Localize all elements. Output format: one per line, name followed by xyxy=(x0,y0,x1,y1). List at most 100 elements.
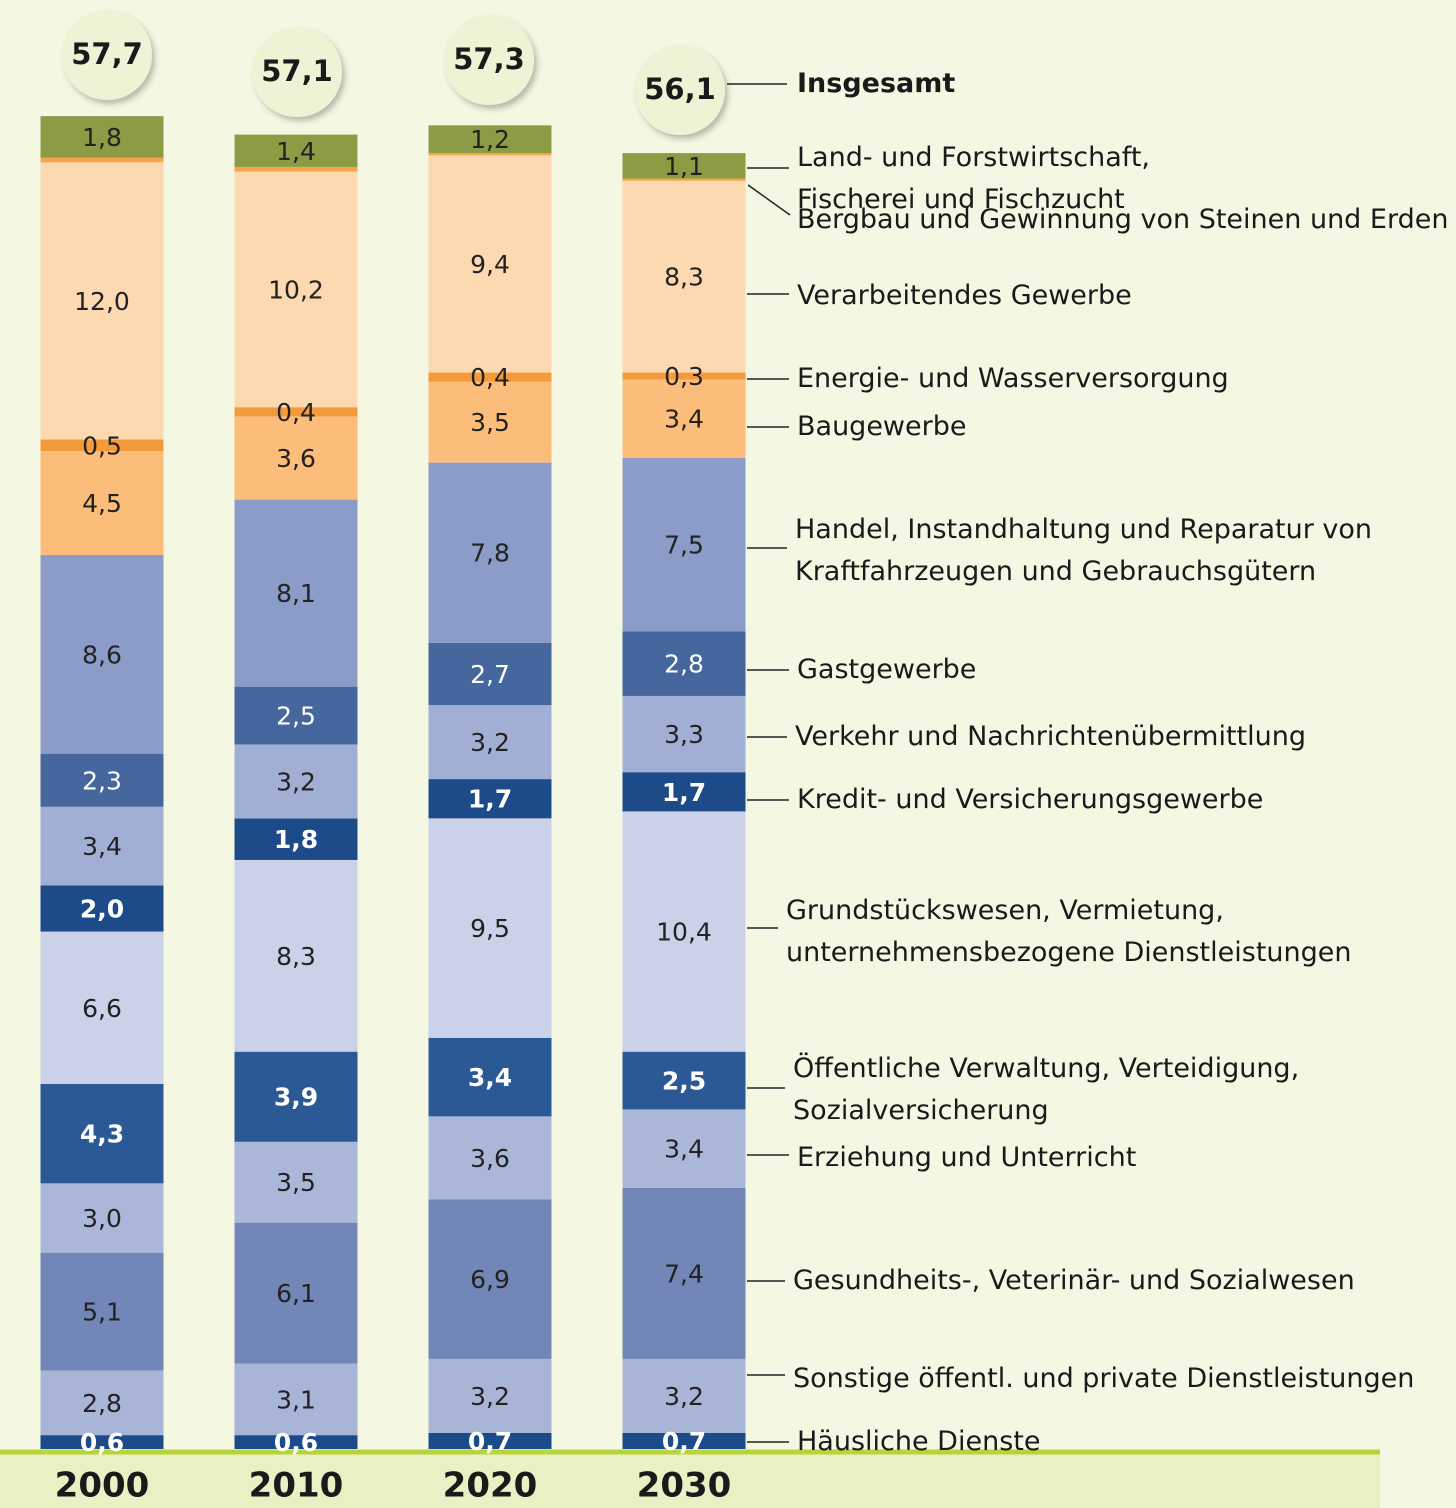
bar-segment xyxy=(428,1037,552,1117)
bar-segment xyxy=(234,499,358,687)
total-bubble xyxy=(252,27,342,117)
total-bubble xyxy=(62,10,152,100)
value-label: 3,6 xyxy=(470,1144,510,1173)
bar-segment xyxy=(428,153,552,156)
legend-label: Baugewerbe xyxy=(797,411,967,442)
bar-segment xyxy=(428,1432,552,1449)
value-label: 0,4 xyxy=(276,398,316,427)
bar-segment xyxy=(622,458,746,632)
value-label: 2,5 xyxy=(662,1067,706,1096)
bar-segment xyxy=(428,381,552,463)
bar-segment xyxy=(428,779,552,819)
bar-segment xyxy=(234,134,358,167)
value-label: 8,1 xyxy=(276,579,316,608)
total-label: 57,7 xyxy=(71,37,143,71)
value-label: 1,8 xyxy=(274,825,318,854)
value-label: 2,7 xyxy=(470,660,510,689)
value-label: 3,5 xyxy=(470,408,510,437)
bar-segment xyxy=(40,162,164,440)
value-label: 6,9 xyxy=(470,1265,510,1294)
legend-label: Öffentliche Verwaltung, Verteidigung, So… xyxy=(793,1053,1300,1126)
value-label: 3,4 xyxy=(664,405,704,434)
legend-label: Häusliche Dienste xyxy=(797,1426,1041,1457)
value-label: 2,0 xyxy=(80,894,124,923)
value-label: 7,4 xyxy=(664,1259,704,1288)
bar-segment xyxy=(234,1363,358,1436)
legend-label: Handel, Instandhaltung und Reparatur von… xyxy=(795,514,1373,587)
bar-segment xyxy=(40,1435,164,1449)
bar-segment xyxy=(428,155,552,373)
bar-segment xyxy=(428,462,552,643)
x-tick-label: 2030 xyxy=(637,1466,732,1506)
legend-label: Bergbau und Gewinnung von Steinen und Er… xyxy=(797,204,1449,235)
legend-label: Sonstige öffentl. und private Dienstleis… xyxy=(793,1363,1415,1394)
total-bubble xyxy=(635,45,725,135)
bar-segment xyxy=(622,1358,746,1433)
value-label: 6,6 xyxy=(82,994,122,1023)
value-label: 2,8 xyxy=(664,650,704,679)
value-label: 12,0 xyxy=(74,287,130,316)
value-label: 0,6 xyxy=(274,1428,318,1457)
axis-band xyxy=(0,1453,1380,1508)
value-label: 7,5 xyxy=(664,531,704,560)
value-label: 1,7 xyxy=(662,778,706,807)
bar-segment xyxy=(428,705,552,780)
value-label: 9,5 xyxy=(470,914,510,943)
value-label: 5,1 xyxy=(82,1298,122,1327)
bar-segment xyxy=(234,1222,358,1364)
legend-label: Erziehung und Unterricht xyxy=(797,1142,1137,1173)
bar-segment xyxy=(234,818,358,860)
value-label: 1,7 xyxy=(468,785,512,814)
bar-segment xyxy=(622,631,746,696)
legend-label: Energie- und Wasserversorgung xyxy=(797,363,1229,394)
bar-segment xyxy=(40,885,164,932)
bar-segment xyxy=(622,372,746,380)
legend-label: Gastgewerbe xyxy=(797,654,977,685)
value-label: 4,5 xyxy=(82,489,122,518)
value-label: 0,7 xyxy=(662,1427,706,1456)
legend-label: Land- und Forstwirtschaft, Fischerei und… xyxy=(797,142,1150,215)
value-label: 1,4 xyxy=(276,137,316,166)
bar-segment xyxy=(428,642,552,706)
value-label: 1,1 xyxy=(664,152,704,181)
bar-segment xyxy=(234,686,358,745)
value-label: 3,2 xyxy=(276,767,316,796)
value-label: 8,3 xyxy=(276,942,316,971)
value-label: 7,8 xyxy=(470,539,510,568)
bar-segment xyxy=(622,1187,746,1359)
bar-segment xyxy=(234,416,358,500)
value-label: 3,9 xyxy=(274,1083,318,1112)
total-label: 56,1 xyxy=(644,72,716,106)
bar-segment xyxy=(234,744,358,819)
value-label: 1,2 xyxy=(470,125,510,154)
value-label: 0,3 xyxy=(664,362,704,391)
value-label: 9,4 xyxy=(470,250,510,279)
legend-label: Insgesamt xyxy=(797,68,956,99)
bar-segment xyxy=(40,1252,164,1371)
bar-segment xyxy=(622,695,746,773)
bar-segment xyxy=(622,379,746,459)
value-label: 0,4 xyxy=(470,363,510,392)
bar-segment xyxy=(40,1370,164,1436)
value-label: 3,3 xyxy=(664,720,704,749)
bar-segment xyxy=(40,439,164,452)
value-label: 10,2 xyxy=(268,275,324,304)
bar-segment xyxy=(428,372,552,382)
bar-segment xyxy=(622,180,746,373)
x-tick-label: 2020 xyxy=(443,1466,538,1506)
value-label: 3,2 xyxy=(470,728,510,757)
value-label: 2,5 xyxy=(276,702,316,731)
value-label: 10,4 xyxy=(656,918,712,947)
leader-line xyxy=(747,184,791,216)
bar-segment xyxy=(428,1358,552,1433)
bar-segment xyxy=(40,1084,164,1184)
bar-segment xyxy=(428,1199,552,1359)
bar-segment xyxy=(40,1183,164,1253)
total-label: 57,3 xyxy=(453,42,525,76)
value-label: 1,8 xyxy=(82,123,122,152)
value-label: 8,6 xyxy=(82,640,122,669)
value-label: 3,4 xyxy=(468,1063,512,1092)
bar-segment xyxy=(622,1432,746,1449)
bar-segment xyxy=(40,931,164,1085)
